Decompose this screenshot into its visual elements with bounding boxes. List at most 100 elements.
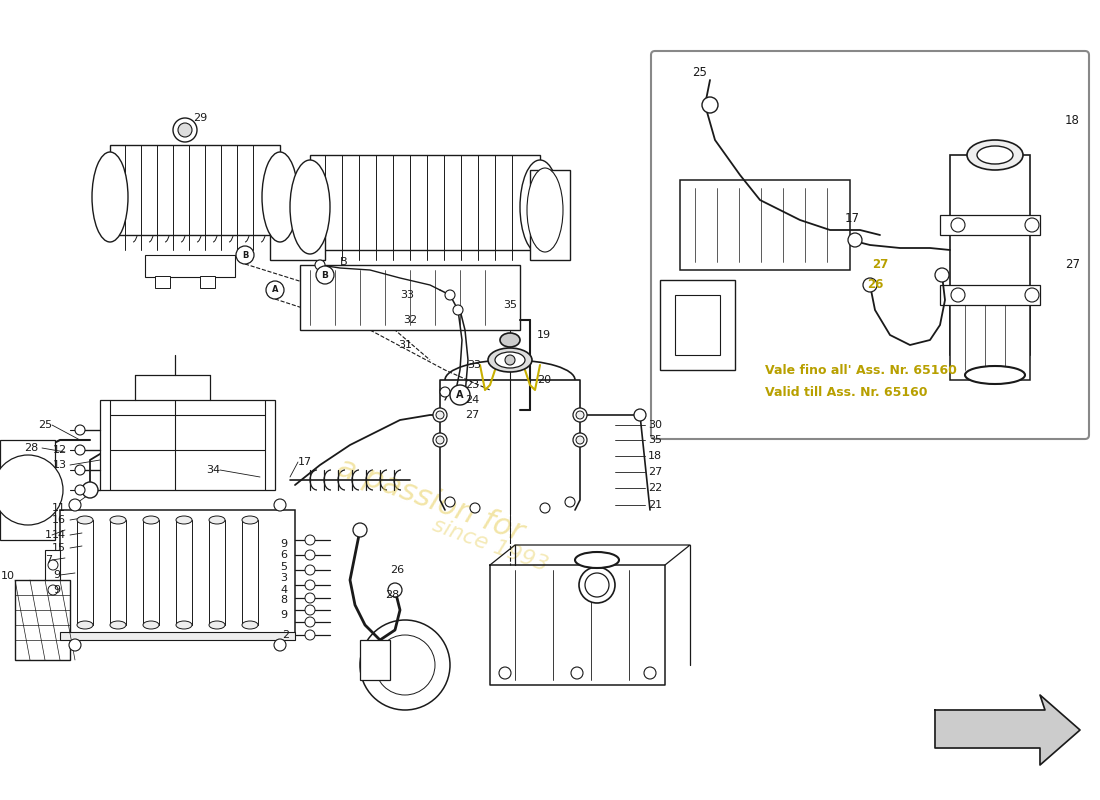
Ellipse shape bbox=[143, 516, 160, 524]
Text: 17: 17 bbox=[298, 457, 312, 467]
Circle shape bbox=[1025, 288, 1040, 302]
Circle shape bbox=[388, 583, 401, 597]
Circle shape bbox=[75, 425, 85, 435]
Bar bbox=[310, 155, 540, 250]
Text: 2: 2 bbox=[282, 630, 289, 640]
Circle shape bbox=[266, 281, 284, 299]
Circle shape bbox=[274, 639, 286, 651]
Bar bbox=[300, 265, 520, 330]
Circle shape bbox=[571, 667, 583, 679]
Circle shape bbox=[305, 535, 315, 545]
Text: 28: 28 bbox=[385, 590, 399, 600]
Circle shape bbox=[446, 497, 455, 507]
Circle shape bbox=[935, 268, 949, 282]
Text: 30: 30 bbox=[648, 420, 662, 430]
Ellipse shape bbox=[967, 140, 1023, 170]
Ellipse shape bbox=[110, 516, 126, 524]
Ellipse shape bbox=[242, 516, 258, 524]
Text: 23: 23 bbox=[465, 380, 480, 390]
Text: 20: 20 bbox=[537, 375, 551, 385]
Text: B: B bbox=[321, 270, 329, 279]
Text: 16: 16 bbox=[52, 515, 66, 525]
Ellipse shape bbox=[500, 333, 520, 347]
Text: 31: 31 bbox=[398, 340, 412, 350]
Ellipse shape bbox=[143, 621, 160, 629]
Text: 14: 14 bbox=[52, 530, 66, 540]
Circle shape bbox=[864, 278, 877, 292]
Bar bbox=[940, 215, 1040, 235]
Circle shape bbox=[436, 411, 444, 419]
Ellipse shape bbox=[495, 352, 525, 368]
Bar bbox=[77, 520, 94, 625]
Text: 33: 33 bbox=[400, 290, 414, 300]
Text: 12: 12 bbox=[53, 445, 67, 455]
Circle shape bbox=[305, 565, 315, 575]
Text: 27: 27 bbox=[872, 258, 888, 271]
Circle shape bbox=[540, 503, 550, 513]
Ellipse shape bbox=[977, 146, 1013, 164]
Polygon shape bbox=[935, 695, 1080, 765]
Circle shape bbox=[499, 667, 512, 679]
Text: partsfe
eder: partsfe eder bbox=[744, 193, 997, 407]
Circle shape bbox=[305, 593, 315, 603]
Circle shape bbox=[576, 436, 584, 444]
Bar bbox=[200, 276, 214, 288]
Text: 3: 3 bbox=[280, 573, 287, 583]
Bar bbox=[940, 285, 1040, 305]
Text: 26: 26 bbox=[390, 565, 404, 575]
Text: a passion for: a passion for bbox=[332, 453, 527, 547]
Text: 9: 9 bbox=[53, 570, 60, 580]
Circle shape bbox=[585, 573, 609, 597]
Bar bbox=[143, 520, 160, 625]
Ellipse shape bbox=[110, 621, 126, 629]
Circle shape bbox=[75, 485, 85, 495]
Circle shape bbox=[436, 436, 444, 444]
Circle shape bbox=[0, 455, 63, 525]
Text: since 1993: since 1993 bbox=[429, 515, 550, 575]
Ellipse shape bbox=[965, 366, 1025, 384]
Bar bbox=[242, 520, 258, 625]
Text: 9: 9 bbox=[280, 539, 287, 549]
Circle shape bbox=[702, 97, 718, 113]
Text: 24: 24 bbox=[465, 395, 480, 405]
Circle shape bbox=[450, 385, 470, 405]
Bar bbox=[176, 520, 192, 625]
Circle shape bbox=[82, 482, 98, 498]
Bar bbox=[680, 180, 850, 270]
Text: Valid till Ass. Nr. 65160: Valid till Ass. Nr. 65160 bbox=[764, 386, 927, 399]
Text: A: A bbox=[456, 390, 464, 400]
Circle shape bbox=[305, 605, 315, 615]
Circle shape bbox=[634, 409, 646, 421]
Text: 35: 35 bbox=[503, 300, 517, 310]
Text: 26: 26 bbox=[867, 278, 883, 291]
Text: 1: 1 bbox=[45, 530, 52, 540]
Text: 5: 5 bbox=[280, 562, 287, 572]
Text: 7: 7 bbox=[45, 555, 52, 565]
Text: 9: 9 bbox=[53, 585, 60, 595]
Bar bbox=[950, 155, 1030, 355]
Circle shape bbox=[573, 433, 587, 447]
Circle shape bbox=[75, 445, 85, 455]
Circle shape bbox=[48, 585, 58, 595]
Circle shape bbox=[1025, 218, 1040, 232]
Ellipse shape bbox=[262, 152, 298, 242]
Circle shape bbox=[375, 635, 434, 695]
Ellipse shape bbox=[92, 152, 128, 242]
Text: 18: 18 bbox=[1065, 114, 1080, 126]
Text: 21: 21 bbox=[648, 500, 662, 510]
Text: 6: 6 bbox=[280, 550, 287, 560]
Bar bbox=[60, 510, 295, 640]
Text: 22: 22 bbox=[648, 483, 662, 493]
Text: 32: 32 bbox=[403, 315, 417, 325]
Circle shape bbox=[316, 266, 334, 284]
Circle shape bbox=[236, 246, 254, 264]
Bar bbox=[270, 200, 324, 260]
Bar bbox=[660, 280, 735, 370]
Text: 11: 11 bbox=[52, 503, 66, 513]
Circle shape bbox=[565, 497, 575, 507]
Text: 33: 33 bbox=[468, 360, 481, 370]
Text: B: B bbox=[242, 250, 249, 259]
Text: 15: 15 bbox=[52, 543, 66, 553]
Text: 19: 19 bbox=[537, 330, 551, 340]
Text: Vale fino all' Ass. Nr. 65160: Vale fino all' Ass. Nr. 65160 bbox=[764, 363, 957, 377]
